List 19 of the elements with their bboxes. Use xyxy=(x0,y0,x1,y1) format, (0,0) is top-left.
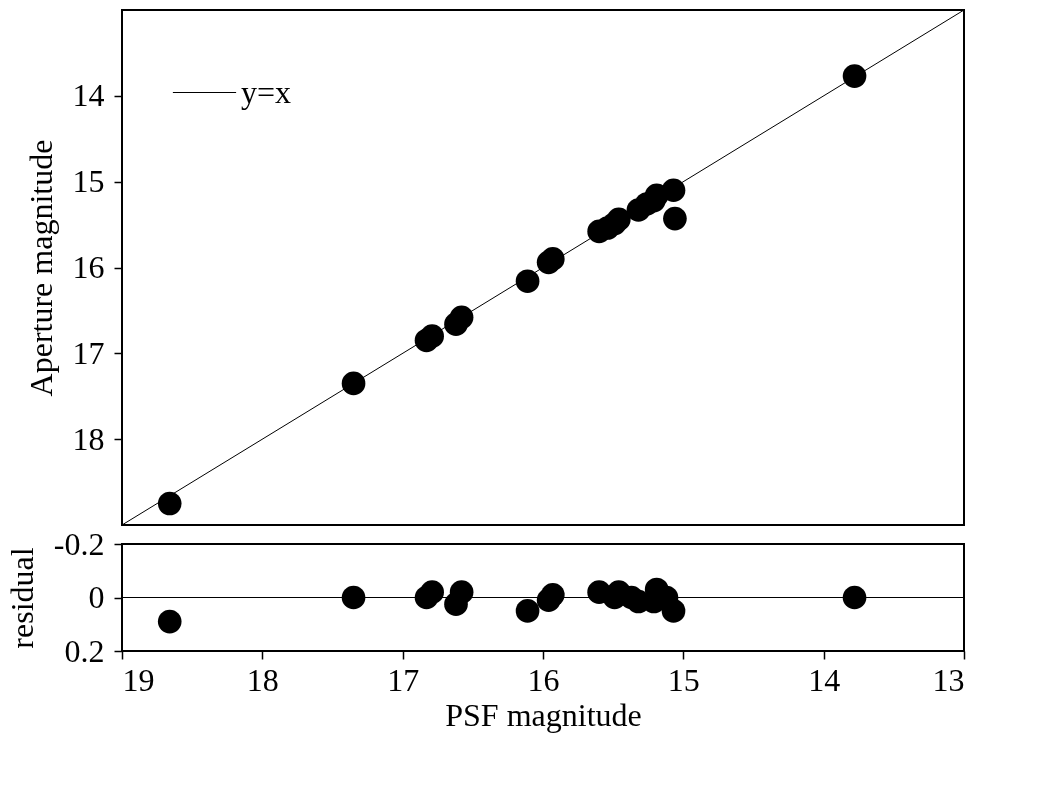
y-axis-title: residual xyxy=(3,547,40,649)
x-tick-label: 15 xyxy=(667,661,700,698)
legend-label: y=x xyxy=(241,73,292,110)
x-tick-label: 14 xyxy=(808,661,841,698)
x-tick-label: 16 xyxy=(527,661,560,698)
y-tick-label: 0 xyxy=(88,579,105,615)
y-tick-label: 0.2 xyxy=(64,632,105,669)
x-axis-title: PSF magnitude xyxy=(445,696,642,733)
y-tick-label: 17 xyxy=(72,334,105,371)
x-tick-label: 17 xyxy=(387,661,420,698)
x-tick-label: 13 xyxy=(932,661,965,698)
y-tick-label: 15 xyxy=(72,163,105,200)
y-tick-label: 18 xyxy=(72,420,105,457)
y-tick-label: -0.2 xyxy=(53,525,105,562)
y-axis-title: Aperture magnitude xyxy=(22,139,59,397)
x-tick-label: 19 xyxy=(122,661,155,698)
y-tick-label: 16 xyxy=(72,249,105,285)
x-tick-label: 18 xyxy=(246,661,279,698)
y-tick-label: 14 xyxy=(72,77,105,114)
